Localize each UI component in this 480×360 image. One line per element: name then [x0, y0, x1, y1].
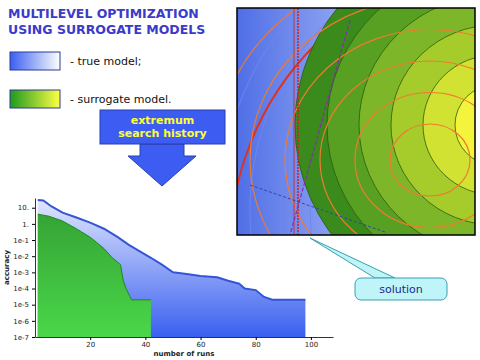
y-axis: 10. 1. 1e-1 1e-2 1e-3 1e-4 1e-5 1e-6 1e-7 [13, 199, 35, 342]
contour-ring [285, 30, 475, 236]
tick-mark [32, 208, 35, 209]
callout-history: extremum search history [100, 110, 225, 186]
contour-ring [250, 8, 475, 235]
tick: 100 [305, 337, 318, 349]
axis-line [35, 199, 36, 338]
tick-mark [32, 224, 35, 225]
tick-label: 1. [22, 221, 29, 229]
contour-band-surrogate [327, 8, 475, 235]
contour-ring [355, 93, 475, 228]
title-line: MULTILEVEL OPTIMIZATION [8, 6, 199, 21]
legend-swatch [10, 52, 60, 70]
title-line: USING SURROGATE MODELS [8, 22, 205, 37]
tick: 60 [197, 337, 206, 349]
tick-label: 1e-6 [13, 318, 29, 326]
legend: - true model; - surrogate model. [10, 52, 172, 108]
callout-text: solution [379, 283, 423, 296]
tick: 20 [86, 337, 95, 349]
series-area [38, 200, 306, 337]
callout-pointer [310, 238, 395, 278]
tick-label: 1e-2 [13, 253, 29, 261]
tick-label: 1e-5 [13, 301, 29, 309]
contour-band-surrogate [391, 25, 475, 225]
tick: 40 [141, 337, 150, 349]
title: MULTILEVEL OPTIMIZATIONUSING SURROGATE M… [8, 6, 205, 37]
legend-label: - true model; [70, 55, 142, 68]
tick-mark [32, 321, 35, 322]
tick-label: 1e-3 [13, 269, 29, 277]
tick-label: 60 [197, 341, 206, 349]
callout-box [100, 110, 225, 144]
tick-label: 10. [18, 204, 29, 212]
constraint-diagonal [290, 20, 350, 235]
y-axis-title: accuracy [3, 250, 11, 285]
tick-mark [32, 240, 35, 241]
x-axis: 20 40 60 80 100 [36, 337, 334, 349]
tick-mark [32, 272, 35, 273]
contour-arc-true [250, 8, 475, 235]
tick-label: 40 [141, 341, 150, 349]
callout-box [355, 278, 447, 300]
tick: 1e-3 [13, 269, 35, 277]
tick: 1. [22, 221, 35, 229]
tick-label: 100 [305, 341, 318, 349]
tick-mark [32, 337, 35, 338]
series-area [38, 214, 151, 337]
contour-frame [237, 8, 475, 235]
contour-ring [320, 61, 475, 235]
constraint-line [297, 8, 299, 235]
callout-solution: solution [310, 238, 447, 300]
plot-area [38, 200, 306, 337]
x-axis-title: number of runs [154, 350, 215, 358]
contour-arc-outer [237, 8, 475, 235]
constraint-diagonal [250, 185, 385, 232]
tick-label: 80 [252, 341, 261, 349]
tick: 1e-4 [13, 285, 35, 293]
callout-text-box: extremum search history [100, 110, 225, 144]
tick: 10. [18, 204, 35, 212]
contour-ring [390, 124, 470, 196]
tick: 1e-7 [13, 334, 35, 342]
legend-swatch [10, 90, 60, 108]
tick: 1e-2 [13, 253, 35, 261]
callout-text: extremum search history [100, 110, 225, 144]
callout-arrow [128, 144, 196, 186]
canvas: MULTILEVEL OPTIMIZATIONUSING SURROGATE M… [0, 0, 480, 360]
tick-mark [32, 256, 35, 257]
tick-label: 1e-1 [13, 237, 29, 245]
tick: 1e-5 [13, 301, 35, 309]
series-line [38, 214, 151, 300]
axis-line [36, 337, 334, 338]
tick-label: 1e-4 [13, 285, 29, 293]
contour-band-surrogate [359, 8, 475, 235]
contour-arc-true [237, 8, 475, 235]
tick-mark [32, 305, 35, 306]
tick: 80 [252, 337, 261, 349]
tick-label: 1e-7 [13, 334, 29, 342]
legend-label: - surrogate model. [70, 93, 172, 106]
contour-ring [237, 8, 475, 235]
contour-picture [237, 8, 475, 235]
tick-label: 20 [86, 341, 95, 349]
tick: 1e-6 [13, 318, 35, 326]
tick-mark [32, 289, 35, 290]
tick: 1e-1 [13, 237, 35, 245]
